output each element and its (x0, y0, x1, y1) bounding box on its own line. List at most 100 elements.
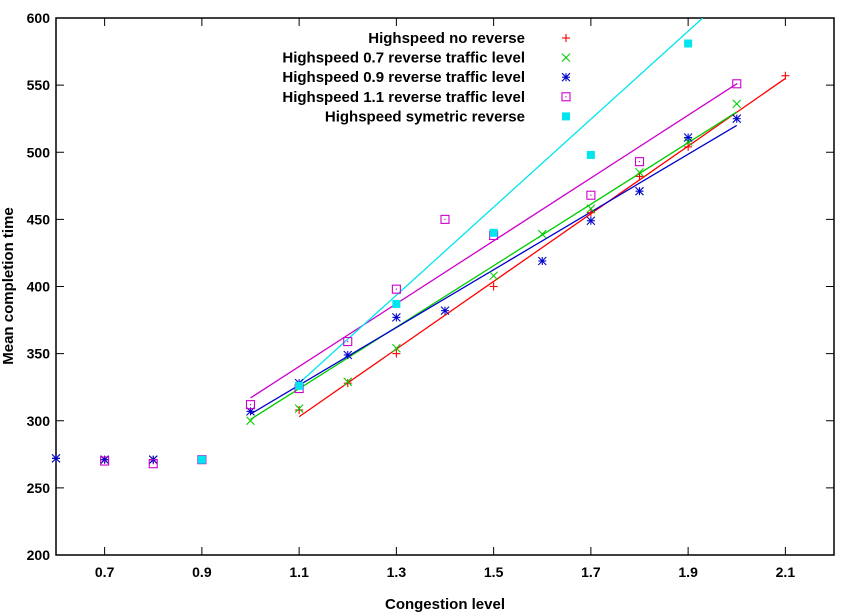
y-tick-label: 200 (27, 547, 51, 563)
data-point-series-2 (51, 453, 61, 463)
legend-marker (561, 53, 571, 62)
data-point-series-0 (781, 71, 790, 80)
data-point-series-0 (295, 406, 304, 415)
fit-line-series-0 (298, 77, 786, 418)
data-point-series-1-d2 (294, 404, 304, 414)
data-point-series-1 (343, 377, 353, 387)
data-point-series-1-d2 (343, 377, 353, 387)
data-point-series-4 (197, 455, 206, 464)
data-point-series-2-d2 (683, 133, 693, 142)
y-tick-label: 450 (27, 211, 51, 227)
y-tick-label: 300 (27, 413, 51, 429)
legend-marker (561, 92, 571, 102)
data-point-series-2 (391, 312, 401, 322)
y-tick-label: 500 (27, 144, 51, 160)
data-point-series-1 (246, 416, 255, 426)
data-point-series-0 (343, 379, 352, 388)
data-point-series-3-dot (395, 288, 397, 290)
data-point-series-3-dot (736, 83, 738, 85)
data-point-series-1 (294, 404, 304, 414)
x-axis-title: Congestion level (385, 596, 505, 613)
data-point-series-2-d2 (343, 350, 353, 360)
fit-line-series-3 (250, 83, 738, 399)
legend-marker (562, 34, 570, 42)
data-point-series-4 (392, 299, 401, 308)
data-point-series-2-d2 (391, 312, 401, 322)
data-point-series-3-dot (152, 463, 154, 465)
data-point-series-1 (489, 271, 499, 281)
data-point-series-4-box (684, 39, 693, 48)
data-point-series-3-dot (590, 194, 592, 196)
data-point-series-0 (489, 282, 498, 291)
data-point-series-3-box (100, 456, 110, 466)
data-point-series-3-dot (104, 460, 106, 462)
data-point-series-4 (295, 381, 304, 390)
x-tick-label: 2.1 (776, 564, 796, 580)
data-point-series-2 (343, 350, 353, 360)
data-point-series-2 (440, 306, 450, 316)
legend-marker-d2 (561, 72, 571, 82)
data-point-series-3 (391, 284, 401, 294)
data-point-series-3-box (440, 214, 450, 224)
data-point-series-1-d2 (537, 229, 547, 239)
data-point-series-4-box (295, 381, 304, 390)
data-point-series-3-box (586, 190, 596, 200)
data-point-series-1-d2 (732, 99, 742, 109)
data-point-series-2-d2 (635, 186, 644, 196)
data-point-series-2 (683, 133, 693, 142)
data-point-series-4-box (392, 299, 401, 308)
data-point-series-3-box (245, 400, 256, 410)
data-point-series-2-d2 (586, 216, 596, 226)
x-tick-label: 1.3 (387, 564, 407, 580)
legend-label: Highspeed no reverse (368, 30, 525, 47)
x-tick-label: 1.5 (484, 564, 504, 580)
data-point-series-4 (489, 228, 498, 237)
legend: Highspeed no reverse Highspeed 0.7 revers… (282, 30, 571, 125)
data-point-series-3-dot (347, 340, 349, 343)
fit-lines (250, 18, 786, 420)
data-point-series-0 (586, 208, 595, 217)
legend-label: Highspeed 0.9 reverse traffic level (282, 69, 525, 86)
legend-marker (562, 112, 570, 121)
data-point-series-2-d2 (537, 256, 547, 266)
y-axis: 200 250 300 350 400 450 500 550 600 (27, 10, 834, 563)
x-tick-label: 0.7 (95, 564, 115, 580)
data-point-series-4 (684, 39, 693, 48)
x-tick-label: 1.1 (289, 564, 309, 580)
data-point-series-1 (635, 167, 644, 177)
data-point-series-3-box (343, 336, 353, 347)
data-point-series-2 (635, 186, 644, 196)
data-point-series-3 (148, 459, 158, 469)
data-point-series-1 (586, 204, 596, 214)
x-tick-label: 0.9 (192, 564, 212, 580)
legend-marker-d2 (561, 53, 571, 62)
legend-marker-box (561, 92, 571, 102)
legend-marker-box (562, 112, 570, 121)
data-point-series-3 (634, 157, 645, 167)
data-point-series-3-box (148, 459, 158, 469)
data-point-series-4-box (197, 455, 206, 464)
data-point-series-2-d2 (440, 306, 450, 316)
legend-label: Highspeed 1.1 reverse traffic level (282, 89, 525, 106)
data-point-series-3-box (732, 79, 742, 89)
y-tick-label: 250 (27, 480, 51, 496)
data-point-series-0 (392, 349, 401, 358)
legend-label: Highspeed symetric reverse (325, 108, 525, 125)
data-point-series-2-d2 (51, 453, 61, 463)
data-point-series-3 (100, 456, 110, 466)
x-axis: 0.7 0.9 1.1 1.3 1.5 1.7 1.9 2.1 (95, 18, 795, 580)
data-point-series-3 (732, 79, 742, 89)
data-point-series-1-d2 (489, 271, 499, 281)
data-point-series-3-dot (249, 404, 252, 406)
data-point-series-3-dot (638, 161, 641, 163)
x-tick-label: 1.7 (581, 564, 601, 580)
data-point-series-2 (586, 216, 596, 226)
y-tick-label: 350 (27, 346, 51, 362)
data-point-series-1 (391, 343, 401, 353)
data-point-series-1-d2 (246, 416, 255, 426)
data-point-series-3 (343, 336, 353, 347)
y-tick-label: 550 (27, 77, 51, 93)
data-point-series-3-box (634, 157, 645, 167)
data-point-series-3-box (391, 284, 401, 294)
